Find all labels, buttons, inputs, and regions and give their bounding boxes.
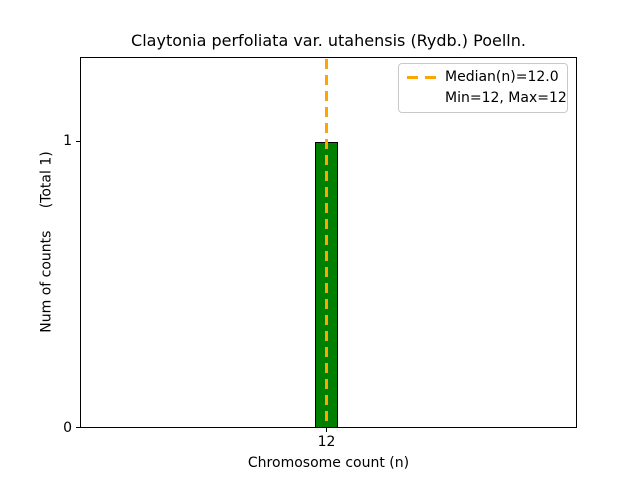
x-tick-mark-12	[326, 428, 327, 432]
plot-area	[80, 57, 577, 428]
y-axis-label: Num of counts (Total 1)	[38, 151, 55, 333]
legend-entry-minmax: Min=12, Max=12	[407, 88, 567, 109]
x-tick-label-12: 12	[317, 434, 336, 450]
median-dashed-line	[325, 59, 328, 427]
legend-label-median: Median(n)=12.0	[445, 69, 559, 85]
legend-box: Median(n)=12.0 Min=12, Max=12	[398, 63, 568, 113]
legend-empty-handle	[407, 97, 436, 100]
legend-dashed-line-sample	[407, 76, 436, 79]
legend-entry-median: Median(n)=12.0	[407, 67, 561, 88]
y-tick-label-0: 0	[63, 420, 72, 436]
y-tick-mark-1	[76, 141, 80, 142]
chart-title: Claytonia perfoliata var. utahensis (Ryd…	[131, 31, 526, 50]
y-tick-mark-0	[76, 427, 80, 428]
x-axis-label: Chromosome count (n)	[247, 455, 410, 471]
y-tick-label-1: 1	[63, 133, 72, 149]
legend-label-minmax: Min=12, Max=12	[445, 90, 567, 106]
